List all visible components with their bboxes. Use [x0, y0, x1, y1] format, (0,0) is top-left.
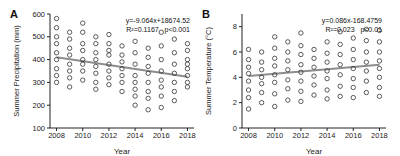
html-text:B: B	[202, 8, 210, 20]
svg-text:2016: 2016	[345, 131, 362, 140]
html-text:R²=0.023 p<0.01: R²=0.023 p<0.01	[325, 26, 382, 33]
svg-text:200: 200	[32, 101, 45, 110]
svg-text:2: 2	[233, 98, 237, 107]
svg-text:300: 300	[32, 78, 45, 87]
svg-text:2012: 2012	[101, 131, 118, 140]
html-text:y=0.086x-168.4759: y=0.086x-168.4759	[321, 17, 382, 24]
svg-text:4: 4	[233, 73, 237, 82]
svg-text:2012: 2012	[293, 131, 310, 140]
svg-text:Year: Year	[306, 147, 323, 154]
html-text:A: A	[10, 8, 18, 20]
svg-text:2010: 2010	[74, 131, 91, 140]
html-text:y=-9.064x+18674.52: y=-9.064x+18674.52	[125, 17, 190, 24]
svg-text:100: 100	[32, 124, 45, 133]
svg-text:Year: Year	[114, 147, 131, 154]
svg-text:6: 6	[233, 48, 237, 57]
svg-text:500: 500	[32, 32, 45, 41]
svg-text:2018: 2018	[179, 131, 196, 140]
svg-text:2008: 2008	[240, 131, 257, 140]
svg-text:0: 0	[233, 124, 237, 133]
svg-text:2014: 2014	[319, 131, 336, 140]
html-text:R²=0.1167 p<0.001: R²=0.1167 p<0.001	[126, 26, 190, 33]
svg-text:400: 400	[32, 55, 45, 64]
svg-text:Summer Temperature (°C): Summer Temperature (°C)	[204, 27, 213, 115]
svg-text:2016: 2016	[153, 131, 170, 140]
svg-text:Summer Precipitation (mm): Summer Precipitation (mm)	[12, 25, 21, 117]
svg-text:2014: 2014	[127, 131, 144, 140]
svg-text:2010: 2010	[266, 131, 283, 140]
svg-text:2008: 2008	[48, 131, 65, 140]
svg-text:2018: 2018	[371, 131, 388, 140]
svg-text:8: 8	[233, 22, 237, 31]
svg-text:600: 600	[32, 10, 45, 19]
